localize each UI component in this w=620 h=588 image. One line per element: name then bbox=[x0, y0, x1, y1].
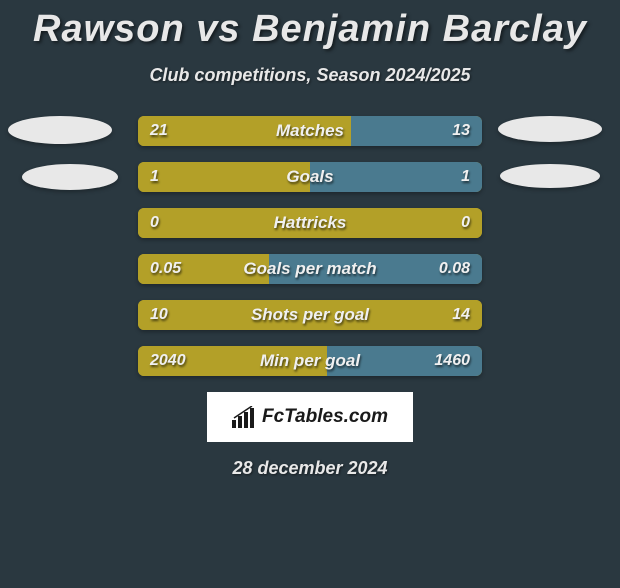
bar-track bbox=[138, 254, 482, 284]
logo-box[interactable]: FcTables.com bbox=[207, 392, 413, 442]
stat-row: Min per goal20401460 bbox=[0, 346, 620, 376]
date-text: 28 december 2024 bbox=[0, 458, 620, 479]
bar-right bbox=[310, 162, 482, 192]
bar-track bbox=[138, 162, 482, 192]
stat-row: Shots per goal1014 bbox=[0, 300, 620, 330]
bar-left bbox=[138, 300, 482, 330]
bar-track bbox=[138, 346, 482, 376]
bar-right bbox=[269, 254, 482, 284]
bar-right bbox=[327, 346, 482, 376]
bar-left bbox=[138, 208, 482, 238]
bar-left bbox=[138, 116, 351, 146]
stat-row: Goals per match0.050.08 bbox=[0, 254, 620, 284]
stats-area: Matches2113 Goals11 Hattricks00 Goals per m… bbox=[0, 116, 620, 376]
logo-text: FcTables.com bbox=[262, 406, 388, 428]
bar-right bbox=[351, 116, 482, 146]
stat-row: Hattricks00 bbox=[0, 208, 620, 238]
stat-row: Goals11 bbox=[0, 162, 620, 192]
chart-icon bbox=[232, 406, 258, 428]
subtitle: Club competitions, Season 2024/2025 bbox=[0, 65, 620, 86]
bar-left bbox=[138, 162, 310, 192]
page-title: Rawson vs Benjamin Barclay bbox=[0, 8, 620, 51]
bar-left bbox=[138, 346, 327, 376]
bar-track bbox=[138, 300, 482, 330]
bar-left bbox=[138, 254, 269, 284]
bar-track bbox=[138, 116, 482, 146]
bar-track bbox=[138, 208, 482, 238]
stat-row: Matches2113 bbox=[0, 116, 620, 146]
